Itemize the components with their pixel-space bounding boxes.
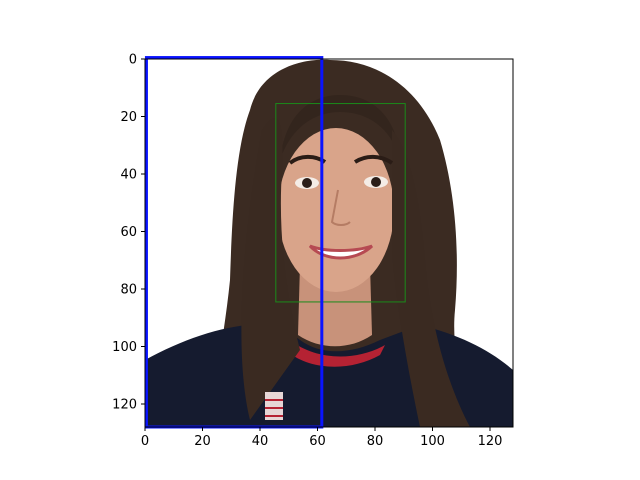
green-bounding-box bbox=[275, 103, 406, 303]
y-tick-label: 0 bbox=[129, 53, 137, 68]
y-tick-label: 80 bbox=[120, 283, 137, 298]
shirt-stripe bbox=[288, 340, 385, 367]
y-tick-label: 100 bbox=[112, 340, 137, 355]
x-tick-label: 20 bbox=[194, 434, 211, 449]
hair-front bbox=[280, 95, 400, 160]
x-tick-label: 80 bbox=[367, 434, 384, 449]
face-image bbox=[145, 59, 513, 427]
mouth bbox=[308, 244, 374, 260]
x-tick-label: 0 bbox=[141, 434, 149, 449]
hair-right bbox=[392, 130, 470, 427]
axes-frame bbox=[144, 58, 514, 428]
face bbox=[278, 128, 394, 292]
y-tick-label: 40 bbox=[120, 168, 137, 183]
y-tick-label: 120 bbox=[112, 398, 137, 413]
tick-group: 0 20 40 60 80 100 120 0 20 40 60 80 100 120 bbox=[112, 53, 502, 450]
x-tick-label: 40 bbox=[252, 434, 269, 449]
x-tick-label: 60 bbox=[309, 434, 326, 449]
y-tick-label: 60 bbox=[120, 225, 137, 240]
y-tick-label: 20 bbox=[120, 110, 137, 125]
hair-left bbox=[241, 118, 300, 420]
right-iris bbox=[371, 177, 381, 187]
left-iris bbox=[302, 178, 312, 188]
x-tick-label: 120 bbox=[478, 434, 503, 449]
right-eyebrow bbox=[353, 154, 394, 165]
x-tick-label: 100 bbox=[420, 434, 445, 449]
nose bbox=[330, 189, 351, 226]
